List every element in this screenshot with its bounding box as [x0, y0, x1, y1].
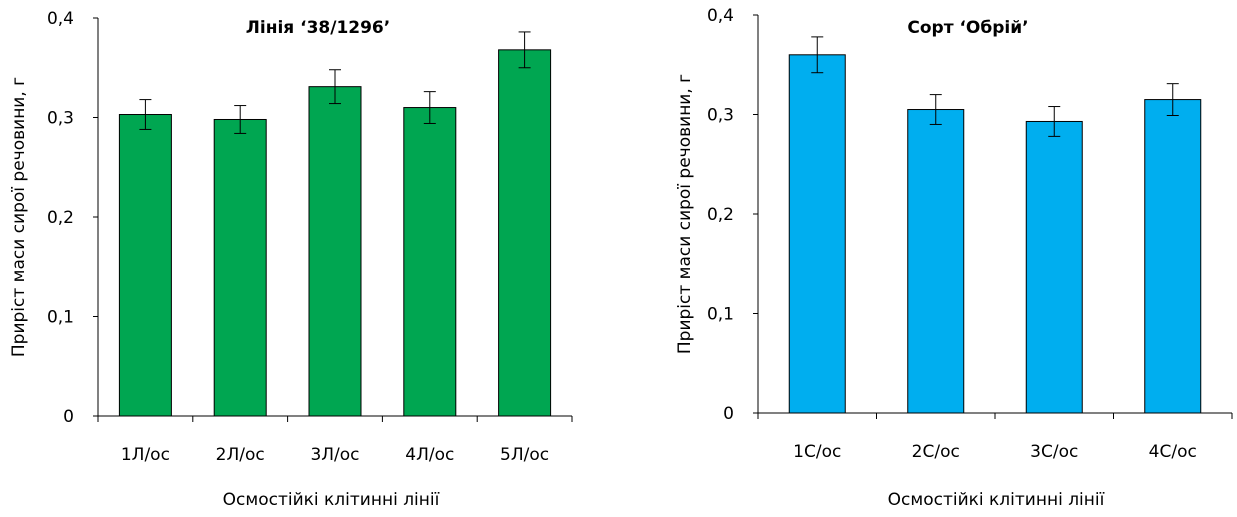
y-tick-label: 0,2 [707, 205, 734, 225]
bar-2Л/ос [213, 118, 267, 417]
y-tick-label: 0 [723, 404, 734, 424]
y-tick-label: 0,1 [47, 308, 74, 328]
chart-left: Лінія ‘38/1296’ Приріст маси сирої речов… [9, 9, 573, 510]
bar-4Л/ос [403, 107, 457, 417]
bar-2С/ос [907, 109, 965, 414]
y-tick-label: 0,3 [707, 106, 734, 126]
bar-4С/ос [1144, 99, 1202, 414]
x-tick-label: 3Л/ос [310, 445, 359, 465]
x-tick-label: 4С/ос [1149, 442, 1197, 462]
bar-3Л/ос [308, 86, 362, 417]
x-tick-label: 4Л/ос [405, 445, 454, 465]
x-tick-label: 1С/ос [793, 442, 841, 462]
chart-right-title: Сорт ‘Обрій’ [907, 18, 1028, 38]
y-tick-label: 0,2 [47, 208, 74, 228]
x-tick-label: 1Л/ос [121, 445, 170, 465]
chart-left-plot: 0 0,1 0,2 0,3 0,4 1Л/ос 2Л/ос 3Л/ос 4Л/ос 5Л/ос [47, 9, 573, 465]
y-tick-label: 0 [63, 407, 74, 427]
y-tick-label: 0,4 [707, 6, 734, 26]
bar-1С/ос [788, 54, 846, 414]
y-tick-label: 0,1 [707, 305, 734, 325]
chart-right: Сорт ‘Обрій’ Приріст маси сирої речовини… [675, 6, 1233, 510]
x-tick-label: 3С/ос [1030, 442, 1078, 462]
chart-left-xlabel: Осмостійкі клітинні лінії [223, 490, 440, 510]
chart-right-ylabel: Приріст маси сирої речовини, г [675, 74, 695, 354]
x-tick-label: 5Л/ос [500, 445, 549, 465]
y-tick-label: 0,4 [47, 9, 74, 29]
chart-right-plot: 0 0,1 0,2 0,3 0,4 1С/ос 2С/ос 3С/ос 4С/ос [707, 6, 1233, 462]
y-tick-label: 0,3 [47, 109, 74, 129]
chart-left-title: Лінія ‘38/1296’ [246, 18, 390, 38]
bar-5Л/ос [498, 49, 552, 417]
chart-left-ylabel: Приріст маси сирої речовини, г [9, 77, 29, 357]
bar-1Л/ос [118, 114, 172, 417]
x-tick-label: 2Л/ос [216, 445, 265, 465]
bar-3С/ос [1025, 120, 1083, 414]
x-tick-label: 2С/ос [912, 442, 960, 462]
chart-right-xlabel: Осмостійкі клітинні лінії [888, 490, 1105, 510]
